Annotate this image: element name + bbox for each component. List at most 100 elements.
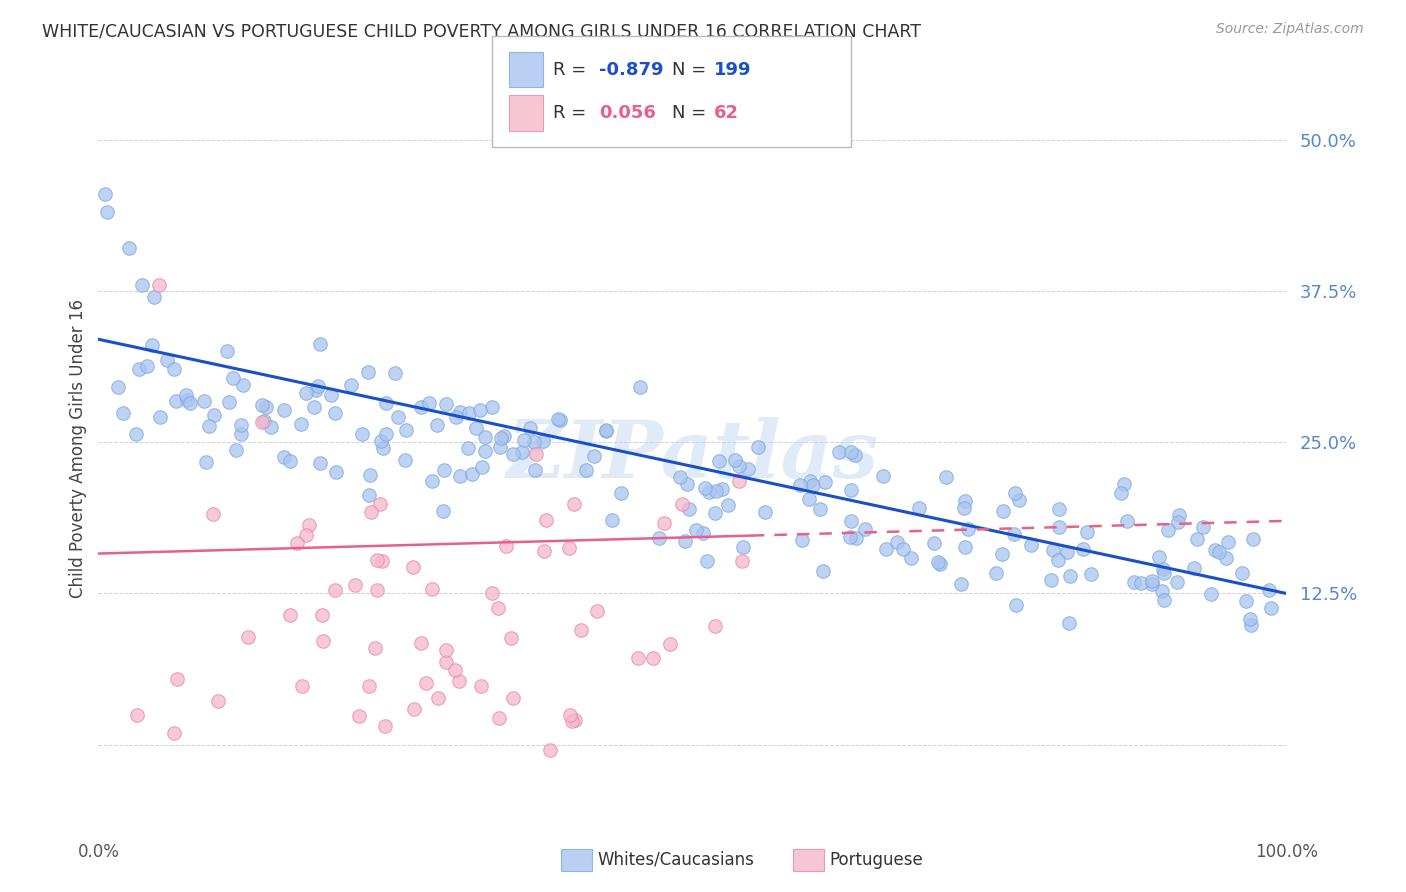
Point	[654, 516, 676, 530]
Point	[142, 290, 165, 304]
Point	[669, 470, 692, 484]
Point	[470, 679, 492, 693]
Point	[254, 401, 277, 415]
Point	[165, 394, 187, 409]
Point	[273, 450, 295, 464]
Point	[557, 541, 579, 556]
Point	[148, 277, 170, 292]
Point	[356, 365, 378, 379]
Point	[519, 421, 541, 435]
Point	[1142, 574, 1164, 588]
Point	[415, 676, 437, 690]
Point	[291, 679, 314, 693]
Point	[648, 531, 671, 545]
Point	[481, 586, 503, 600]
Point	[839, 483, 862, 498]
Point	[838, 529, 860, 543]
Point	[96, 205, 118, 219]
Point	[229, 427, 252, 442]
Point	[872, 469, 894, 483]
Point	[426, 417, 449, 432]
Point	[513, 433, 536, 447]
Point	[811, 564, 834, 578]
Point	[531, 434, 554, 449]
Point	[488, 711, 510, 725]
Point	[728, 458, 751, 473]
Point	[352, 426, 374, 441]
Point	[374, 427, 396, 442]
Point	[675, 477, 697, 491]
Point	[839, 445, 862, 459]
Point	[433, 463, 456, 477]
Text: -0.879: -0.879	[599, 61, 664, 78]
Point	[569, 623, 592, 637]
Point	[510, 445, 533, 459]
Point	[953, 541, 976, 555]
Point	[1208, 544, 1230, 558]
Point	[444, 410, 467, 425]
Point	[468, 403, 491, 417]
Point	[1167, 508, 1189, 522]
Point	[204, 409, 226, 423]
Point	[524, 446, 547, 460]
Point	[368, 497, 391, 511]
Point	[325, 465, 347, 479]
Point	[1147, 549, 1170, 564]
Point	[395, 423, 418, 437]
Text: R =: R =	[553, 104, 592, 122]
Point	[893, 541, 915, 556]
Point	[107, 380, 129, 394]
Point	[703, 506, 725, 520]
Point	[259, 420, 281, 434]
Point	[495, 539, 517, 553]
Point	[321, 388, 343, 402]
Point	[366, 583, 388, 598]
Point	[900, 550, 922, 565]
Point	[481, 400, 503, 414]
Point	[1142, 577, 1164, 591]
Point	[575, 463, 598, 477]
Point	[922, 535, 945, 549]
Point	[564, 713, 586, 727]
Point	[724, 453, 747, 467]
Point	[141, 337, 163, 351]
Point	[1185, 532, 1208, 546]
Point	[643, 650, 665, 665]
Point	[1042, 543, 1064, 558]
Point	[853, 522, 876, 536]
Point	[232, 378, 254, 392]
Point	[486, 601, 509, 615]
Text: 62: 62	[714, 104, 740, 122]
Point	[1004, 486, 1026, 500]
Point	[207, 694, 229, 708]
Point	[628, 380, 651, 394]
Point	[704, 483, 727, 498]
Point	[111, 406, 134, 420]
Point	[359, 679, 381, 693]
Point	[1215, 550, 1237, 565]
Point	[839, 514, 862, 528]
Point	[294, 528, 316, 542]
Point	[1239, 612, 1261, 626]
Point	[595, 424, 617, 438]
Point	[359, 467, 381, 482]
Point	[434, 643, 457, 657]
Point	[709, 454, 731, 468]
Point	[993, 504, 1015, 518]
Point	[561, 714, 583, 728]
Point	[659, 637, 682, 651]
Point	[710, 482, 733, 496]
Point	[218, 395, 240, 409]
Point	[359, 488, 381, 502]
Point	[1002, 527, 1025, 541]
Point	[908, 500, 931, 515]
Point	[754, 505, 776, 519]
Point	[1241, 532, 1264, 546]
Point	[420, 474, 443, 488]
Point	[627, 651, 650, 665]
Point	[717, 498, 740, 512]
Text: 0.056: 0.056	[599, 104, 655, 122]
Text: WHITE/CAUCASIAN VS PORTUGUESE CHILD POVERTY AMONG GIRLS UNDER 16 CORRELATION CHA: WHITE/CAUCASIAN VS PORTUGUESE CHILD POVE…	[42, 22, 921, 40]
Point	[434, 397, 457, 411]
Point	[360, 505, 382, 519]
